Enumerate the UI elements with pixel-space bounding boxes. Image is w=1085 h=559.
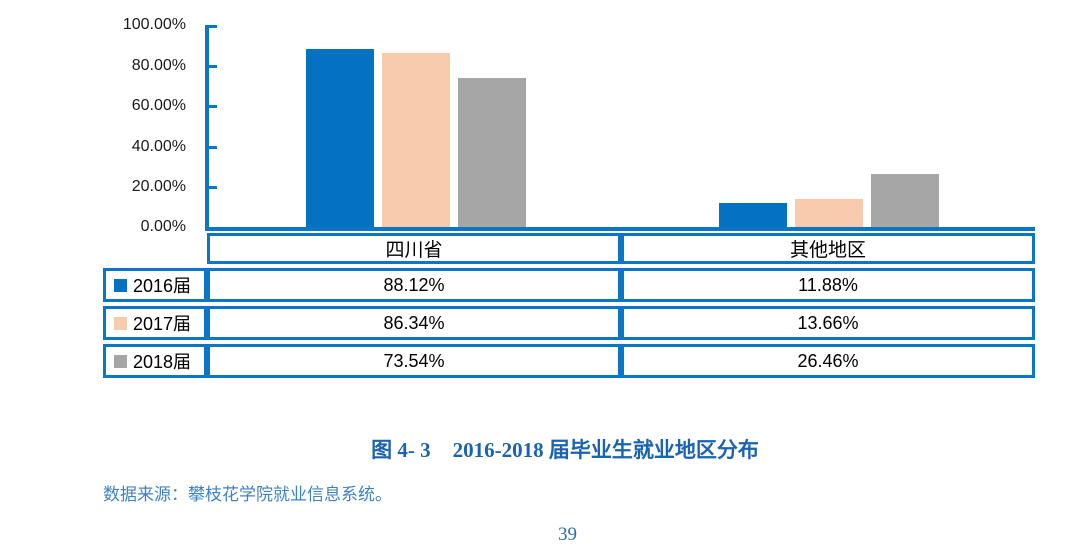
bar-group-sichuan bbox=[209, 25, 622, 227]
legend-label-2016: 2016届 bbox=[133, 276, 192, 296]
table-row: 2016届 88.12% 11.88% bbox=[103, 268, 1035, 302]
legend-cell-2017: 2017届 bbox=[103, 306, 207, 340]
table-row: 2018届 73.54% 26.46% bbox=[103, 344, 1035, 378]
y-axis-tick-60 bbox=[209, 105, 217, 108]
y-axis-label-20: 20.00% bbox=[131, 178, 186, 195]
y-axis-tick-20 bbox=[209, 186, 217, 189]
value-cell-2018-sichuan: 73.54% bbox=[207, 344, 621, 378]
category-header-other-regions: 其他地区 bbox=[621, 233, 1035, 264]
y-axis-label-80: 80.00% bbox=[131, 57, 186, 74]
page-number: 39 bbox=[558, 524, 577, 545]
legend-cell-2016: 2016届 bbox=[103, 268, 207, 302]
figure-caption-title: 2016-2018 届毕业生就业地区分布 bbox=[452, 438, 759, 462]
chart-data-table: 四川省 其他地区 2016届 88.12% 11.88% 2017届 86.34… bbox=[103, 233, 1035, 382]
bar-2016届-其他地区 bbox=[718, 203, 787, 227]
bar-2016届-四川省 bbox=[305, 49, 374, 227]
legend-label-2017: 2017届 bbox=[133, 314, 192, 334]
bar-group-other-regions bbox=[622, 25, 1035, 227]
figure-caption: 图 4- 3 2016-2018 届毕业生就业地区分布 bbox=[45, 434, 1085, 464]
y-axis-label-60: 60.00% bbox=[131, 97, 186, 114]
value-cell-2016-other: 11.88% bbox=[621, 268, 1035, 302]
legend-swatch-2018-icon bbox=[114, 354, 127, 368]
y-axis-tick-100 bbox=[209, 25, 217, 28]
legend-cell-2018: 2018届 bbox=[103, 344, 207, 378]
legend-swatch-2017-icon bbox=[114, 316, 127, 330]
table-header-spacer bbox=[103, 233, 207, 264]
data-source-note: 数据来源：攀枝花学院就业信息系统。 bbox=[103, 485, 392, 504]
value-cell-2016-sichuan: 88.12% bbox=[207, 268, 621, 302]
bar-chart-plot-area bbox=[205, 25, 1035, 231]
legend-swatch-2016-icon bbox=[114, 278, 127, 292]
y-axis-label-0: 0.00% bbox=[140, 218, 186, 235]
y-axis-label-100: 100.00% bbox=[122, 16, 186, 33]
legend-label-2018: 2018届 bbox=[133, 352, 192, 372]
table-row: 2017届 86.34% 13.66% bbox=[103, 306, 1035, 340]
bar-2017届-四川省 bbox=[381, 53, 450, 227]
bar-2017届-其他地区 bbox=[794, 199, 863, 227]
bar-2018届-其他地区 bbox=[870, 174, 939, 227]
y-axis-label-40: 40.00% bbox=[131, 138, 186, 155]
bar-2018届-四川省 bbox=[457, 78, 526, 227]
y-axis-tick-40 bbox=[209, 146, 217, 149]
value-cell-2017-sichuan: 86.34% bbox=[207, 306, 621, 340]
table-header-row: 四川省 其他地区 bbox=[103, 233, 1035, 264]
category-header-sichuan: 四川省 bbox=[207, 233, 621, 264]
value-cell-2017-other: 13.66% bbox=[621, 306, 1035, 340]
figure-caption-number: 图 4- 3 bbox=[371, 438, 431, 462]
y-axis-tick-80 bbox=[209, 65, 217, 68]
value-cell-2018-other: 26.46% bbox=[621, 344, 1035, 378]
